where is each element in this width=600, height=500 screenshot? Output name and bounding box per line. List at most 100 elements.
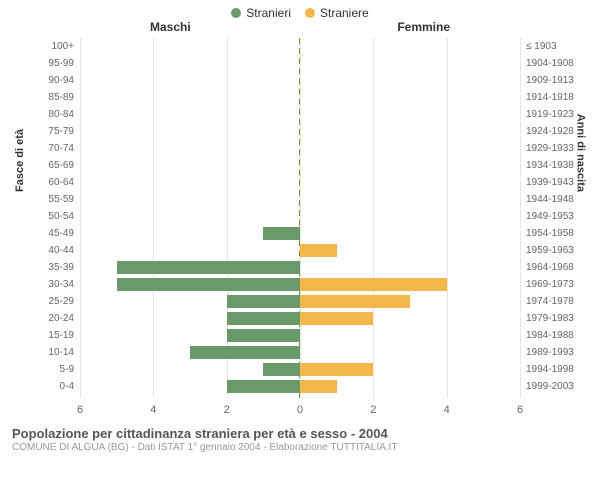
birth-year-label: 1979-1983 [526, 310, 574, 327]
age-label: 0-4 [60, 378, 74, 395]
table-row: 5-91994-1998 [80, 361, 520, 378]
table-row: 10-141989-1993 [80, 344, 520, 361]
bar-male [117, 261, 300, 274]
bar-female [300, 363, 373, 376]
age-label: 50-54 [48, 208, 74, 225]
bar-male [227, 312, 300, 325]
birth-year-label: 1944-1948 [526, 191, 574, 208]
birth-year-label: 1914-1918 [526, 89, 574, 106]
legend-dot-male [231, 8, 241, 18]
birth-year-label: 1924-1928 [526, 123, 574, 140]
age-label: 35-39 [48, 259, 74, 276]
x-tick: 2 [370, 404, 376, 416]
table-row: 100+≤ 1903 [80, 38, 520, 55]
table-row: 80-841919-1923 [80, 106, 520, 123]
birth-year-label: 1939-1943 [526, 174, 574, 191]
y-axis-label-right: Anni di nascita [574, 114, 586, 192]
age-label: 80-84 [48, 106, 74, 123]
table-row: 30-341969-1973 [80, 276, 520, 293]
table-row: 25-291974-1978 [80, 293, 520, 310]
table-row: 50-541949-1953 [80, 208, 520, 225]
bar-female [300, 380, 337, 393]
bar-male [227, 295, 300, 308]
birth-year-label: 1904-1908 [526, 55, 574, 72]
table-row: 40-441959-1963 [80, 242, 520, 259]
caption-title: Popolazione per cittadinanza straniera p… [12, 426, 588, 441]
age-label: 55-59 [48, 191, 74, 208]
x-tick: 6 [77, 404, 83, 416]
table-row: 90-941909-1913 [80, 72, 520, 89]
bar-male [190, 346, 300, 359]
table-row: 45-491954-1958 [80, 225, 520, 242]
bar-female [300, 312, 373, 325]
x-tick: 2 [224, 404, 230, 416]
legend: Stranieri Straniere [0, 0, 600, 22]
age-label: 10-14 [48, 344, 74, 361]
age-label: 95-99 [48, 55, 74, 72]
age-label: 45-49 [48, 225, 74, 242]
y-axis-label-left: Fasce di età [14, 129, 26, 192]
caption-sub: COMUNE DI ALGUA (BG) - Dati ISTAT 1° gen… [12, 442, 588, 453]
age-label: 70-74 [48, 140, 74, 157]
bar-male [117, 278, 300, 291]
table-row: 70-741929-1933 [80, 140, 520, 157]
age-label: 30-34 [48, 276, 74, 293]
table-row: 85-891914-1918 [80, 89, 520, 106]
age-label: 20-24 [48, 310, 74, 327]
plot-title-female: Femmine [397, 20, 450, 34]
table-row: 65-691934-1938 [80, 157, 520, 174]
birth-year-label: 1934-1938 [526, 157, 574, 174]
table-row: 55-591944-1948 [80, 191, 520, 208]
table-row: 60-641939-1943 [80, 174, 520, 191]
age-label: 25-29 [48, 293, 74, 310]
age-label: 75-79 [48, 123, 74, 140]
table-row: 15-191984-1988 [80, 327, 520, 344]
table-row: 95-991904-1908 [80, 55, 520, 72]
age-label: 85-89 [48, 89, 74, 106]
birth-year-label: 1964-1968 [526, 259, 574, 276]
legend-label-female: Straniere [320, 6, 369, 20]
birth-year-label: 1994-1998 [526, 361, 574, 378]
birth-year-label: 1959-1963 [526, 242, 574, 259]
birth-year-label: 1984-1988 [526, 327, 574, 344]
plot-title-male: Maschi [150, 20, 191, 34]
legend-label-male: Stranieri [246, 6, 291, 20]
age-label: 5-9 [60, 361, 74, 378]
table-row: 0-41999-2003 [80, 378, 520, 395]
bar-male [227, 329, 300, 342]
birth-year-label: 1929-1933 [526, 140, 574, 157]
bar-male [263, 227, 300, 240]
age-label: 90-94 [48, 72, 74, 89]
x-tick: 4 [150, 404, 156, 416]
birth-year-label: 1919-1923 [526, 106, 574, 123]
bar-female [300, 244, 337, 257]
age-label: 100+ [51, 38, 74, 55]
birth-year-label: 1969-1973 [526, 276, 574, 293]
bar-female [300, 278, 447, 291]
bar-male [227, 380, 300, 393]
legend-item-male: Stranieri [231, 6, 291, 20]
plot-area: Maschi Femmine Fasce di età Anni di nasc… [40, 22, 560, 422]
age-label: 15-19 [48, 327, 74, 344]
birth-year-label: 1974-1978 [526, 293, 574, 310]
caption: Popolazione per cittadinanza straniera p… [0, 422, 600, 453]
table-row: 20-241979-1983 [80, 310, 520, 327]
table-row: 35-391964-1968 [80, 259, 520, 276]
legend-dot-female [305, 8, 315, 18]
birth-year-label: 1999-2003 [526, 378, 574, 395]
birth-year-label: 1989-1993 [526, 344, 574, 361]
x-tick: 4 [444, 404, 450, 416]
grid: 100+≤ 190395-991904-190890-941909-191385… [80, 38, 520, 398]
legend-item-female: Straniere [305, 6, 369, 20]
bar-male [263, 363, 300, 376]
chart-container: Stranieri Straniere Maschi Femmine Fasce… [0, 0, 600, 500]
gridline [520, 38, 521, 398]
x-tick: 0 [297, 404, 303, 416]
birth-year-label: 1949-1953 [526, 208, 574, 225]
birth-year-label: 1909-1913 [526, 72, 574, 89]
age-label: 65-69 [48, 157, 74, 174]
table-row: 75-791924-1928 [80, 123, 520, 140]
birth-year-label: ≤ 1903 [526, 38, 557, 55]
age-label: 60-64 [48, 174, 74, 191]
x-tick: 6 [517, 404, 523, 416]
